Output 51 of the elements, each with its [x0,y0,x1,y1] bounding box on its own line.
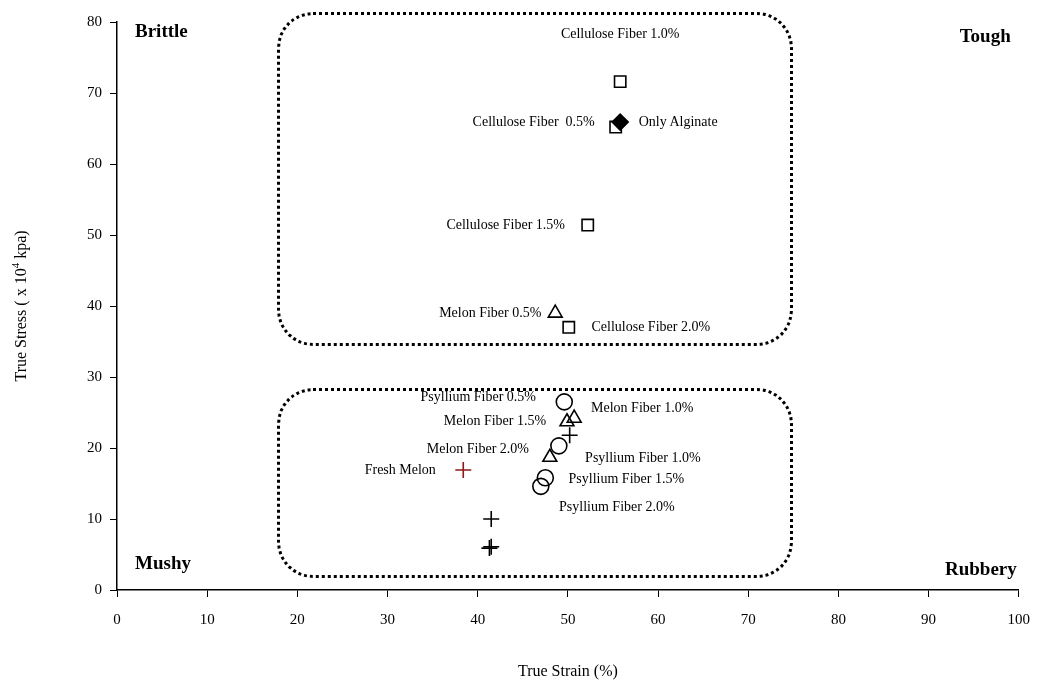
point [454,461,473,479]
annotation: Tough [959,24,1012,46]
annotation: Cellulose Fiber 2.0% [591,318,711,334]
x-tick-label: 80 [830,610,846,627]
x-tick-label: 40 [470,610,486,627]
y-tick-label: 30 [87,367,102,384]
point [581,218,595,232]
y-axis-title: True Stress ( x 104 kpa) [8,230,31,382]
y-tick-label: 40 [87,296,102,313]
x-tick-label: 50 [560,610,576,627]
annotation: Melon Fiber 1.0% [591,399,694,415]
x-tick-label: 90 [921,610,937,627]
y-tick-label: 60 [87,154,102,171]
x-tick-label: 60 [650,610,666,627]
y-tick-label: 80 [87,12,102,29]
annotation: Psyllium Fiber 0.5% [420,388,537,404]
y-tick-label: 20 [87,438,102,455]
annotation: Psyllium Fiber 1.0% [585,449,701,465]
point [482,510,501,528]
y-tick-label: 0 [94,580,102,597]
annotation: Fresh Melon [364,461,436,477]
point [532,477,550,496]
x-tick-label: 0 [113,610,121,627]
point [542,448,558,463]
x-tick-label: 20 [289,610,305,627]
annotation: Mushy [135,551,192,573]
annotation: Cellulose Fiber 0.5% [472,113,596,129]
point [555,393,574,411]
annotation: Melon Fiber 2.0% [426,440,530,456]
point [536,469,555,487]
y-tick-label: 70 [87,83,102,100]
point [560,426,579,445]
point [562,320,576,334]
x-tick-label: 30 [380,610,396,627]
annotation: Melon Fiber 1.5% [443,413,547,429]
annotation: Brittle [135,19,188,41]
annotation: Cellulose Fiber 1.0% [560,26,680,42]
point [613,75,627,89]
annotation: Psyllium Fiber 2.0% [559,499,675,515]
x-tick-label: 100 [1007,610,1030,627]
point [550,437,568,455]
x-tick-label: 70 [740,610,756,627]
annotation: Only Alginate [638,113,718,129]
annotation: Melon Fiber 0.5% [439,304,542,320]
y-tick-label: 10 [87,509,102,526]
x-tick-label: 10 [199,610,215,627]
annotation: Psyllium Fiber 1.5% [568,471,685,487]
annotation: Rubbery [944,557,1018,579]
y-tick-label: 50 [87,225,102,242]
x-axis-title: True Strain (%) [517,662,618,681]
annotation: Cellulose Fiber 1.5% [446,216,566,232]
